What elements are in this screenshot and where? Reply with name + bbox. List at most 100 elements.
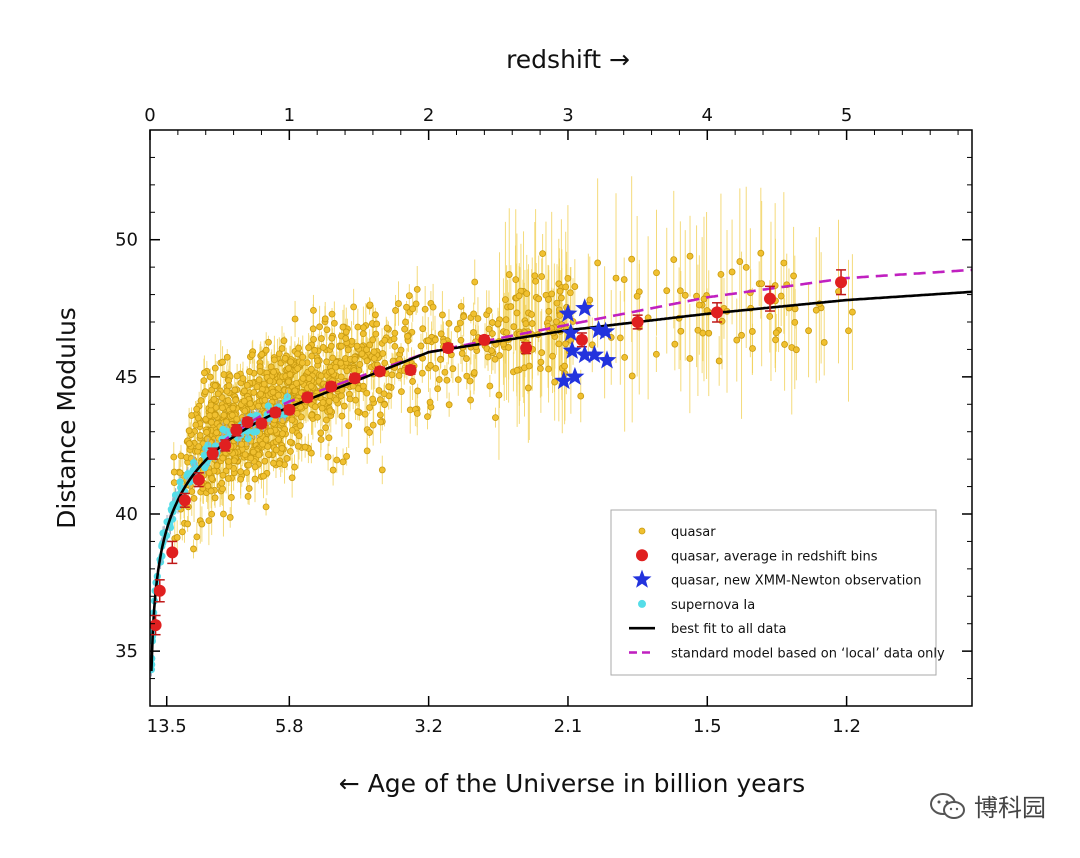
legend-label: standard model based on ‘local’ data onl…	[671, 647, 945, 662]
quasar-point	[485, 325, 493, 333]
quasar-point	[298, 359, 306, 367]
quasar-point	[377, 418, 385, 426]
quasar-point	[351, 356, 359, 363]
quasar-point	[391, 343, 399, 350]
quasar-point	[345, 422, 353, 430]
quasar-point	[208, 510, 216, 518]
top-tick-label: 3	[562, 105, 573, 126]
quasar-point	[467, 396, 474, 404]
top-tick-label: 0	[144, 105, 155, 126]
average-point	[373, 365, 386, 378]
standard-model-curve	[218, 268, 972, 446]
quasar-point	[231, 386, 239, 394]
quasar-point	[449, 365, 457, 373]
quasar-point	[507, 303, 515, 310]
quasar-point	[538, 273, 546, 280]
quasar-point	[311, 346, 319, 354]
quasar-point	[443, 376, 451, 384]
quasar-point	[670, 256, 678, 263]
quasar-point	[354, 408, 362, 416]
quasar-point	[549, 352, 556, 360]
quasar-point	[359, 382, 367, 390]
quasar-point	[616, 334, 624, 342]
quasar-point	[261, 396, 269, 404]
quasar-point	[326, 407, 334, 415]
quasar-point	[308, 411, 316, 419]
quasar-point	[257, 390, 265, 398]
supernova-point	[219, 425, 227, 433]
quasar-point	[247, 454, 255, 462]
watermark-text: 博科园	[974, 794, 1046, 822]
quasar-point	[378, 466, 386, 474]
quasar-point	[372, 330, 380, 338]
quasar-point	[653, 269, 660, 277]
xmm-star	[561, 323, 581, 342]
quasar-point	[343, 367, 351, 375]
quasar-point	[251, 475, 259, 483]
xmm-points	[554, 298, 617, 390]
quasar-point	[358, 350, 366, 358]
quasar-point	[686, 252, 694, 260]
quasar-point	[316, 323, 324, 331]
quasar-point	[255, 402, 262, 410]
quasar-point	[488, 347, 495, 354]
quasar-point	[360, 324, 367, 332]
quasar-point	[337, 373, 345, 381]
quasar-point	[562, 283, 570, 291]
quasar-point	[211, 364, 219, 372]
quasar-point	[577, 392, 585, 400]
quasar-point	[223, 387, 231, 395]
average-point	[442, 342, 455, 355]
quasar-point	[262, 436, 270, 443]
quasar-point	[366, 429, 373, 436]
quasar-point	[812, 306, 820, 314]
quasar-point	[356, 361, 364, 368]
quasar-point	[372, 311, 379, 319]
quasar-point	[261, 457, 269, 465]
quasar-point	[397, 388, 405, 396]
quasar-point	[324, 453, 332, 461]
quasar-point	[307, 382, 315, 390]
quasar-point	[470, 310, 478, 318]
quasar-point	[376, 411, 384, 419]
quasar-point	[170, 453, 178, 461]
quasar-point	[612, 274, 620, 282]
quasar-point	[458, 350, 466, 357]
quasar-point	[551, 378, 559, 386]
quasar-point	[253, 383, 261, 391]
quasar-point	[275, 350, 283, 358]
quasar-point	[233, 415, 241, 423]
quasar-point	[363, 346, 370, 353]
xmm-star	[597, 350, 617, 369]
quasar-point	[246, 400, 254, 408]
quasar-point	[718, 317, 726, 325]
legend-box	[610, 509, 937, 676]
quasar-point	[561, 362, 568, 370]
bottom-axis-label: ← Age of the Universe in billion years	[339, 769, 805, 798]
quasar-point	[326, 392, 334, 400]
quasar-point	[311, 403, 319, 411]
quasar-point	[390, 335, 398, 343]
bottom-tick-label: 5.8	[275, 716, 304, 737]
quasar-point	[381, 359, 389, 367]
quasar-point	[177, 452, 185, 460]
average-point	[301, 391, 314, 404]
supernova-point	[201, 463, 209, 472]
quasar-point	[184, 520, 192, 528]
quasar-point	[392, 307, 399, 314]
quasar-point	[275, 436, 282, 443]
quasar-point	[495, 391, 503, 399]
quasar-point	[369, 336, 377, 344]
quasar-point	[777, 292, 785, 300]
quasar-point	[218, 479, 226, 487]
quasar-point	[260, 380, 268, 388]
quasar-point	[213, 462, 221, 469]
quasar-point	[323, 326, 331, 334]
quasar-point	[566, 289, 574, 297]
quasar-point	[502, 316, 510, 324]
supernova-point	[200, 451, 208, 459]
quasar-point	[196, 432, 204, 439]
quasar-point	[353, 342, 361, 350]
average-point	[520, 342, 533, 355]
